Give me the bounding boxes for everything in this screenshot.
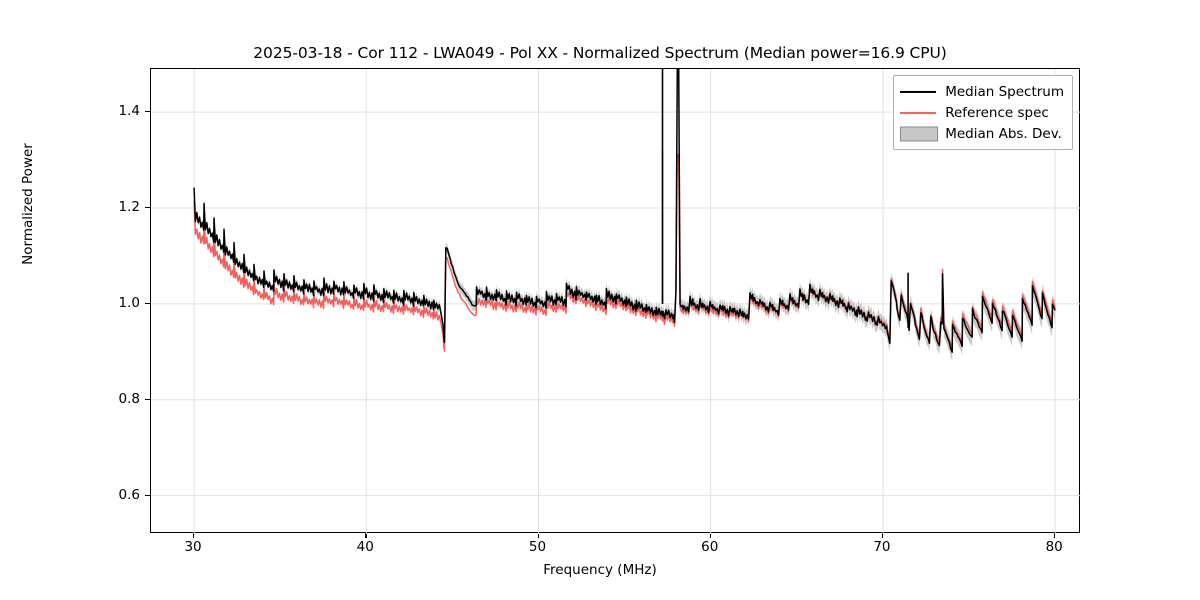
x-tickmark	[193, 533, 195, 538]
y-tickmark	[145, 302, 150, 305]
x-tickmark	[537, 533, 539, 538]
y-tickmark	[145, 111, 150, 113]
legend-label: Median Abs. Dev.	[945, 125, 1062, 142]
x-tick-label: 40	[356, 539, 374, 555]
y-tick-label: 0.6	[118, 486, 140, 503]
x-tick-label: 70	[873, 539, 891, 555]
y-tickmark	[145, 494, 150, 496]
legend-line-icon	[900, 106, 937, 120]
x-tick-label: 50	[528, 539, 547, 555]
plot-area: Median Spectrum Reference spec Median Abs.…	[150, 68, 1081, 534]
legend-item: Median Abs. Dev.	[900, 123, 1064, 144]
y-tick-label: 1.4	[118, 103, 140, 120]
chart-title: 2025-03-18 - Cor 112 - LWA049 - Pol XX -…	[253, 44, 947, 62]
median-spectrum-line	[193, 69, 1056, 353]
y-tick-label: 0.8	[118, 390, 140, 407]
legend-item: Median Spectrum	[900, 81, 1064, 102]
legend-label: Median Spectrum	[945, 83, 1064, 100]
x-tickmark	[881, 533, 884, 538]
spectrum-plot	[151, 69, 1081, 534]
x-axis-label: Frequency (MHz)	[543, 562, 657, 578]
x-tickmark	[709, 533, 712, 538]
y-tickmark	[145, 398, 150, 401]
legend-line-icon	[900, 85, 937, 99]
x-tickmark	[1054, 533, 1056, 538]
legend-patch-icon	[900, 126, 939, 141]
y-tick-label: 1.0	[118, 294, 140, 311]
x-tick-label: 30	[184, 539, 202, 555]
legend-label: Reference spec	[945, 104, 1049, 121]
y-tick-label: 1.2	[118, 199, 140, 216]
y-tickmark	[145, 207, 150, 209]
reference-spec-line	[193, 150, 1056, 353]
x-tick-label: 60	[701, 539, 719, 555]
legend: Median Spectrum Reference spec Median Abs.…	[893, 75, 1073, 150]
x-tickmark	[365, 533, 367, 538]
y-axis-label: Normalized Power	[20, 143, 36, 265]
legend-item: Reference spec	[900, 102, 1064, 123]
x-tick-label: 80	[1045, 539, 1063, 555]
